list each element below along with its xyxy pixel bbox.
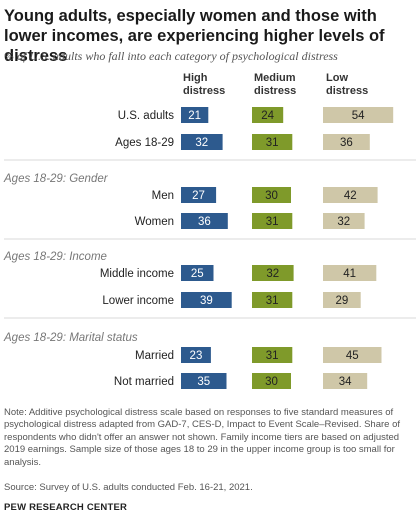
row-label: Married: [135, 350, 174, 362]
row-label: Ages 18-29: [115, 137, 174, 149]
bar-value-label: 31: [266, 295, 279, 307]
bar-high: [181, 213, 228, 229]
bar-low: [323, 187, 378, 203]
bar-medium: [252, 134, 293, 150]
bar-low: [323, 134, 370, 150]
bar-high: [181, 373, 227, 389]
column-header-medium: Medium distress: [254, 72, 296, 97]
column-header-high-line2: distress: [183, 84, 226, 97]
bar-value-label: 39: [200, 295, 213, 307]
row-label: Middle income: [100, 268, 174, 280]
chart-note: Note: Additive psychological distress sc…: [4, 407, 401, 468]
bar-value-label: 54: [352, 110, 365, 122]
column-header-high: High distress: [183, 72, 225, 97]
bar-medium: [252, 292, 293, 308]
bar-value-label: 35: [197, 376, 210, 388]
bar-value-label: 25: [191, 268, 204, 280]
bar-value-label: 31: [266, 350, 279, 362]
bar-high: [181, 292, 232, 308]
bar-value-label: 31: [266, 137, 279, 149]
bar-low: [323, 347, 382, 363]
row-label: Lower income: [102, 295, 174, 307]
bar-value-label: 32: [195, 137, 208, 149]
bar-value-label: 21: [188, 110, 201, 122]
bar-medium: [252, 107, 284, 123]
row-label: Women: [135, 216, 174, 228]
bar-value-label: 29: [335, 295, 348, 307]
bar-low: [323, 107, 394, 123]
chart-title: Young adults, especially women and those…: [4, 7, 385, 65]
bar-value-label: 30: [265, 190, 278, 202]
bar-value-label: 24: [261, 110, 274, 122]
column-header-medium-line1: Medium: [254, 72, 296, 84]
bar-medium: [252, 265, 294, 281]
row-label: Men: [152, 190, 174, 202]
group-heading: Ages 18-29: Income: [3, 251, 107, 263]
bar-value-label: 42: [344, 190, 357, 202]
bar-value-label: 41: [343, 268, 356, 280]
bar-value-label: 34: [339, 376, 352, 388]
column-header-low: Low distress: [326, 72, 368, 97]
bar-medium: [252, 373, 291, 389]
bar-value-label: 31: [266, 216, 279, 228]
bar-value-label: 27: [192, 190, 205, 202]
bar-medium: [252, 347, 293, 363]
bar-high: [181, 134, 223, 150]
bar-value-label: 36: [198, 216, 211, 228]
column-header-high-line1: High: [183, 72, 208, 84]
bar-medium: [252, 213, 293, 229]
column-header-low-line1: Low: [326, 72, 348, 84]
bar-medium: [252, 187, 291, 203]
group-heading: Ages 18-29: Gender: [3, 173, 109, 185]
row-label: U.S. adults: [118, 110, 174, 122]
chart-source: Source: Survey of U.S. adults conducted …: [4, 482, 253, 493]
bar-value-label: 23: [190, 350, 203, 362]
pew-logo-text: PEW RESEARCH CENTER: [4, 502, 128, 513]
bar-value-label: 30: [265, 376, 278, 388]
bar-high: [181, 347, 211, 363]
bar-value-label: 36: [340, 137, 353, 149]
bar-high: [181, 265, 214, 281]
column-header-medium-line2: distress: [254, 84, 297, 97]
bar-low: [323, 265, 377, 281]
bar-low: [323, 373, 368, 389]
row-label: Not married: [114, 376, 174, 388]
bar-chart: U.S. adults 21 24 54 Ages 18-29 32 31 36 Ages 18…: [3, 107, 416, 389]
column-header-low-line2: distress: [326, 84, 369, 97]
bar-value-label: 45: [346, 350, 359, 362]
bar-low: [323, 213, 365, 229]
bar-low: [323, 292, 361, 308]
bar-high: [181, 187, 217, 203]
bar-value-label: 32: [266, 268, 279, 280]
bar-value-label: 32: [337, 216, 350, 228]
bar-high: [181, 107, 209, 123]
chart-subtitle: % of U.S. adults who fall into each cate…: [4, 49, 338, 63]
group-heading: Ages 18-29: Marital status: [3, 332, 138, 344]
